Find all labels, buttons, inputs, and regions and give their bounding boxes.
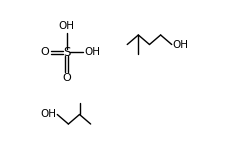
Text: S: S xyxy=(63,46,71,59)
Text: OH: OH xyxy=(172,40,188,49)
Text: O: O xyxy=(63,73,71,83)
Text: OH: OH xyxy=(85,48,101,57)
Text: OH: OH xyxy=(59,21,75,31)
Text: O: O xyxy=(40,48,49,57)
Text: OH: OH xyxy=(41,110,57,119)
